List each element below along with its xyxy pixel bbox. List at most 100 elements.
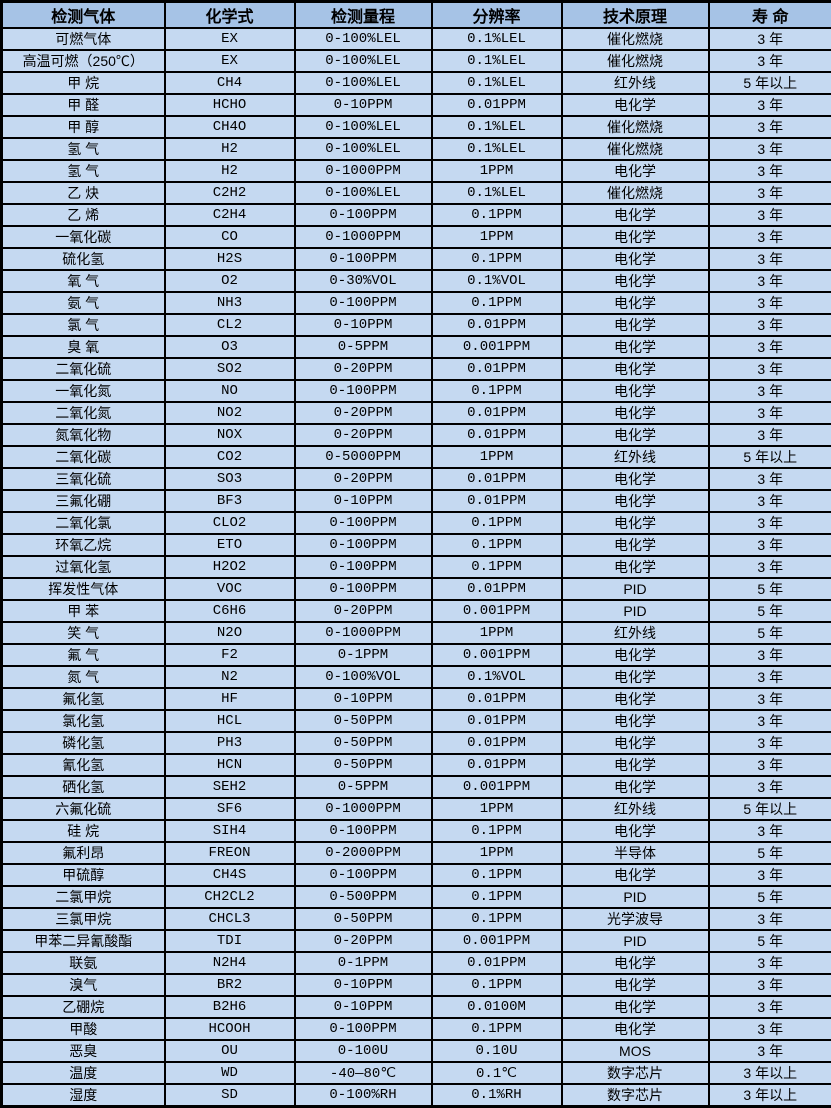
cell-principle: 催化燃烧 bbox=[562, 182, 709, 204]
cell-range: 0-1PPM bbox=[295, 952, 432, 974]
cell-resolution: 1PPM bbox=[432, 446, 562, 468]
cell-resolution: 0.1PPM bbox=[432, 864, 562, 886]
cell-resolution: 0.01PPM bbox=[432, 490, 562, 512]
cell-formula: HCN bbox=[165, 754, 295, 776]
cell-lifespan: 5 年 bbox=[709, 842, 831, 864]
cell-gas-name: 氟化氢 bbox=[2, 688, 165, 710]
cell-principle: 电化学 bbox=[562, 1018, 709, 1040]
cell-range: 0-100%LEL bbox=[295, 182, 432, 204]
cell-gas-name: 甲硫醇 bbox=[2, 864, 165, 886]
cell-range: 0-10PPM bbox=[295, 974, 432, 996]
cell-lifespan: 3 年 bbox=[709, 974, 831, 996]
cell-principle: 数字芯片 bbox=[562, 1084, 709, 1107]
cell-lifespan: 3 年 bbox=[709, 556, 831, 578]
cell-principle: 电化学 bbox=[562, 776, 709, 798]
cell-gas-name: 氮 气 bbox=[2, 666, 165, 688]
cell-resolution: 0.1%LEL bbox=[432, 50, 562, 72]
cell-range: 0-5000PPM bbox=[295, 446, 432, 468]
cell-range: 0-100%LEL bbox=[295, 50, 432, 72]
cell-range: 0-100PPM bbox=[295, 512, 432, 534]
cell-formula: TDI bbox=[165, 930, 295, 952]
cell-principle: 电化学 bbox=[562, 996, 709, 1018]
cell-lifespan: 3 年 bbox=[709, 138, 831, 160]
cell-formula: BF3 bbox=[165, 490, 295, 512]
cell-principle: 电化学 bbox=[562, 952, 709, 974]
cell-formula: NO bbox=[165, 380, 295, 402]
cell-resolution: 0.01PPM bbox=[432, 468, 562, 490]
cell-principle: 电化学 bbox=[562, 314, 709, 336]
cell-range: 0-1000PPM bbox=[295, 798, 432, 820]
cell-formula: ETO bbox=[165, 534, 295, 556]
cell-gas-name: 温度 bbox=[2, 1062, 165, 1084]
cell-range: 0-10PPM bbox=[295, 490, 432, 512]
cell-range: 0-50PPM bbox=[295, 732, 432, 754]
cell-lifespan: 3 年 bbox=[709, 864, 831, 886]
cell-gas-name: 氨 气 bbox=[2, 292, 165, 314]
cell-gas-name: 甲 醛 bbox=[2, 94, 165, 116]
cell-principle: PID bbox=[562, 886, 709, 908]
cell-range: 0-100%LEL bbox=[295, 138, 432, 160]
cell-gas-name: 乙硼烷 bbox=[2, 996, 165, 1018]
cell-resolution: 0.001PPM bbox=[432, 644, 562, 666]
cell-lifespan: 3 年 bbox=[709, 182, 831, 204]
cell-formula: SEH2 bbox=[165, 776, 295, 798]
cell-gas-name: 氯 气 bbox=[2, 314, 165, 336]
cell-range: 0-1000PPM bbox=[295, 226, 432, 248]
cell-formula: H2O2 bbox=[165, 556, 295, 578]
cell-principle: 电化学 bbox=[562, 732, 709, 754]
cell-gas-name: 臭 氧 bbox=[2, 336, 165, 358]
cell-gas-name: 硫化氢 bbox=[2, 248, 165, 270]
cell-principle: 电化学 bbox=[562, 270, 709, 292]
cell-principle: 电化学 bbox=[562, 402, 709, 424]
cell-resolution: 0.01PPM bbox=[432, 952, 562, 974]
cell-lifespan: 3 年 bbox=[709, 160, 831, 182]
cell-range: 0-2000PPM bbox=[295, 842, 432, 864]
cell-principle: 红外线 bbox=[562, 446, 709, 468]
cell-principle: 电化学 bbox=[562, 248, 709, 270]
cell-principle: 电化学 bbox=[562, 380, 709, 402]
cell-range: 0-100PPM bbox=[295, 820, 432, 842]
cell-formula: HCL bbox=[165, 710, 295, 732]
column-header: 检测量程 bbox=[295, 2, 432, 29]
cell-formula: VOC bbox=[165, 578, 295, 600]
cell-resolution: 0.01PPM bbox=[432, 710, 562, 732]
cell-gas-name: 笑 气 bbox=[2, 622, 165, 644]
cell-principle: 电化学 bbox=[562, 94, 709, 116]
cell-formula: B2H6 bbox=[165, 996, 295, 1018]
cell-lifespan: 3 年 bbox=[709, 270, 831, 292]
cell-lifespan: 3 年 bbox=[709, 380, 831, 402]
cell-resolution: 0.1%RH bbox=[432, 1084, 562, 1107]
cell-formula: OU bbox=[165, 1040, 295, 1062]
cell-lifespan: 3 年 bbox=[709, 666, 831, 688]
cell-principle: 电化学 bbox=[562, 688, 709, 710]
cell-gas-name: 甲苯二异氰酸酯 bbox=[2, 930, 165, 952]
cell-range: 0-100PPM bbox=[295, 534, 432, 556]
cell-principle: 电化学 bbox=[562, 468, 709, 490]
column-header: 技术原理 bbox=[562, 2, 709, 29]
cell-formula: CH4 bbox=[165, 72, 295, 94]
cell-lifespan: 3 年以上 bbox=[709, 1062, 831, 1084]
cell-gas-name: 甲 烷 bbox=[2, 72, 165, 94]
cell-formula: H2S bbox=[165, 248, 295, 270]
cell-range: 0-10PPM bbox=[295, 94, 432, 116]
cell-resolution: 0.1PPM bbox=[432, 556, 562, 578]
cell-resolution: 0.01PPM bbox=[432, 754, 562, 776]
cell-formula: O2 bbox=[165, 270, 295, 292]
cell-gas-name: 二氧化碳 bbox=[2, 446, 165, 468]
cell-lifespan: 3 年 bbox=[709, 204, 831, 226]
cell-principle: 电化学 bbox=[562, 336, 709, 358]
